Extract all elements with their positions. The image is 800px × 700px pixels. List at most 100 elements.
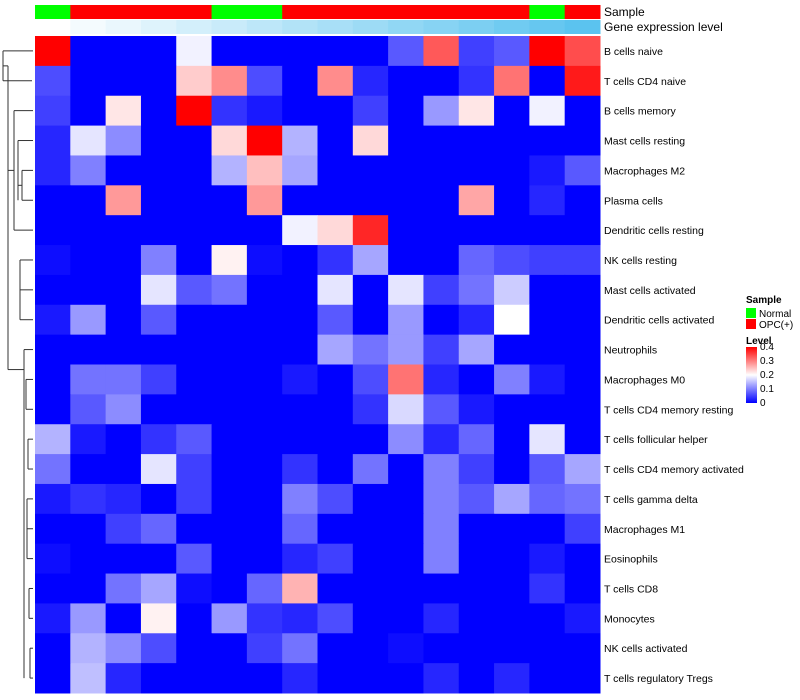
- heatmap-cell: [352, 454, 389, 485]
- heatmap-cell: [105, 36, 142, 67]
- heatmap-cell: [388, 125, 424, 156]
- heatmap-cell: [282, 513, 318, 545]
- heatmap-cell: [388, 36, 424, 67]
- heatmap-cell: [564, 424, 601, 455]
- heatmap-cell: [282, 125, 318, 156]
- heatmap-cell: [282, 65, 318, 97]
- heatmap-cell: [70, 364, 107, 395]
- heatmap-cell: [388, 424, 424, 455]
- heatmap-cell: [70, 245, 107, 276]
- heatmap-cell: [176, 543, 213, 575]
- heatmap-cell: [176, 36, 213, 67]
- heatmap-cell: [105, 603, 142, 634]
- heatmap-cell: [176, 424, 213, 455]
- sample-annotation-cell: [494, 5, 530, 19]
- row-label: Monocytes: [604, 613, 655, 625]
- heatmap-cell: [317, 633, 354, 664]
- heatmap-cell: [211, 95, 248, 127]
- heatmap-cell: [352, 274, 389, 306]
- heatmap-cell: [282, 663, 318, 694]
- heatmap-cell: [317, 454, 354, 485]
- row-label: Macrophages M0: [604, 374, 685, 386]
- heatmap-cell: [352, 663, 389, 694]
- heatmap-cell: [105, 483, 142, 515]
- heatmap-cell: [211, 394, 248, 425]
- legend-item-label: OPC(+): [759, 320, 793, 331]
- heatmap-cell: [317, 36, 354, 67]
- heatmap-cell: [352, 364, 389, 395]
- heatmap-cell: [246, 95, 283, 127]
- row-label: B cells memory: [604, 106, 677, 118]
- heatmap-cell: [529, 334, 566, 365]
- heatmap-cell: [388, 95, 424, 127]
- heatmap-cell: [564, 663, 601, 694]
- sample-annotation-cell: [317, 5, 354, 19]
- sample-annotation-label: Sample: [604, 5, 645, 19]
- row-label: Mast cells resting: [604, 136, 685, 148]
- heatmap-cell: [423, 663, 460, 694]
- heatmap-cell: [140, 483, 177, 515]
- heatmap-cell: [246, 334, 283, 365]
- heatmap-cell: [317, 424, 354, 455]
- heatmap-cell: [246, 36, 283, 67]
- gene-expression-annotation-cell: [458, 20, 495, 34]
- heatmap-cell: [35, 185, 71, 216]
- heatmap-cell: [211, 543, 248, 575]
- gene-expression-annotation-cell: [282, 20, 318, 34]
- heatmap-cell: [70, 424, 107, 455]
- heatmap-cell: [458, 394, 495, 425]
- heatmap-cell: [140, 215, 177, 246]
- heatmap-cell: [458, 155, 495, 186]
- sample-annotation-cell: [140, 5, 177, 19]
- heatmap-cell: [246, 65, 283, 97]
- row-label: T cells CD8: [604, 583, 658, 595]
- heatmap-cell: [176, 215, 213, 246]
- heatmap-cell: [458, 185, 495, 216]
- sample-annotation-cell: [70, 5, 107, 19]
- heatmap-cell: [35, 334, 71, 365]
- heatmap-cell: [317, 155, 354, 186]
- heatmap-cell: [70, 633, 107, 664]
- heatmap-cell: [388, 215, 424, 246]
- heatmap-cell: [529, 95, 566, 127]
- row-label: T cells gamma delta: [604, 494, 698, 506]
- heatmap-cell: [35, 543, 71, 575]
- heatmap-cell: [176, 573, 213, 604]
- heatmap-cell: [564, 125, 601, 156]
- heatmap-cell: [352, 215, 389, 246]
- heatmap-cell: [564, 274, 601, 306]
- heatmap-cell: [388, 274, 424, 306]
- heatmap-cell: [494, 573, 530, 604]
- heatmap-cell: [388, 513, 424, 545]
- heatmap-cell: [70, 274, 107, 306]
- sample-annotation-cell: [352, 5, 389, 19]
- heatmap-cell: [211, 364, 248, 395]
- heatmap-cell: [458, 424, 495, 455]
- heatmap-cell: [564, 36, 601, 67]
- heatmap-cell: [140, 573, 177, 604]
- heatmap-cell: [529, 364, 566, 395]
- heatmap-cell: [140, 155, 177, 186]
- heatmap-cell: [388, 185, 424, 216]
- heatmap-cell: [105, 513, 142, 545]
- heatmap-cell: [282, 245, 318, 276]
- heatmap-cell: [140, 36, 177, 67]
- heatmap-cell: [246, 155, 283, 186]
- heatmap-cell: [423, 454, 460, 485]
- heatmap-cell: [70, 65, 107, 97]
- heatmap-cell: [70, 543, 107, 575]
- gene-expression-annotation-cell: [105, 20, 142, 34]
- heatmap-cell: [282, 573, 318, 604]
- heatmap-cell: [140, 424, 177, 455]
- legend-level-tick: 0.4: [760, 342, 774, 353]
- heatmap-cell: [494, 394, 530, 425]
- heatmap-cell: [317, 663, 354, 694]
- heatmap-cell: [494, 95, 530, 127]
- sample-annotation-cell: [246, 5, 283, 19]
- heatmap-cell: [529, 603, 566, 634]
- heatmap-cell: [423, 245, 460, 276]
- heatmap-cell: [494, 65, 530, 97]
- heatmap-cell: [494, 663, 530, 694]
- heatmap-cell: [282, 454, 318, 485]
- row-label: Macrophages M1: [604, 524, 685, 536]
